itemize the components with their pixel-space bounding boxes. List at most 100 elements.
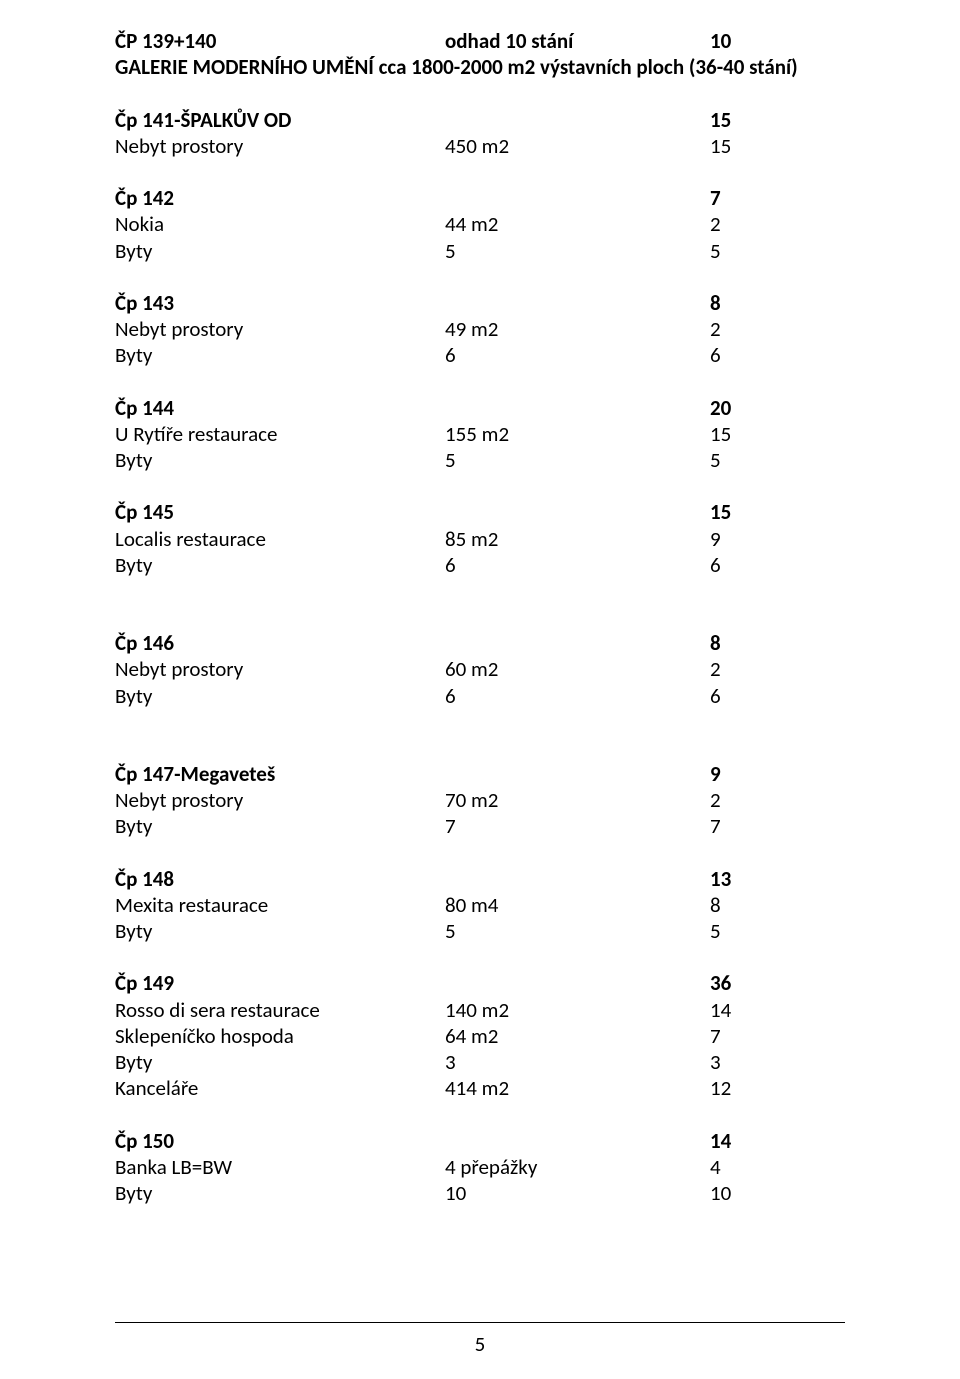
cp149-r4-mid: 414 m2 bbox=[445, 1075, 710, 1101]
cp144-title-row: Čp 144 20 bbox=[115, 395, 845, 421]
cp143-r2-label: Byty bbox=[115, 342, 445, 368]
cp148-r1-mid: 80 m4 bbox=[445, 892, 710, 918]
cp142-title: Čp 142 bbox=[115, 185, 445, 211]
block-cp142: Čp 142 7 Nokia 44 m2 2 Byty 5 5 bbox=[115, 185, 845, 264]
cp142-title-val: 7 bbox=[710, 185, 770, 211]
cp147-title-row: Čp 147-Megaveteš 9 bbox=[115, 761, 845, 787]
cp143-r1-mid: 49 m2 bbox=[445, 316, 710, 342]
cp145-r2-label: Byty bbox=[115, 552, 445, 578]
cp150-r1-val: 4 bbox=[710, 1154, 770, 1180]
cp142-r2-mid: 5 bbox=[445, 238, 710, 264]
cp147-r2-mid: 7 bbox=[445, 813, 710, 839]
cp143-r1: Nebyt prostory 49 m2 2 bbox=[115, 316, 845, 342]
cp144-title: Čp 144 bbox=[115, 395, 445, 421]
cp142-r1-label: Nokia bbox=[115, 211, 445, 237]
cp141-title: Čp 141-ŠPALKŮV OD bbox=[115, 107, 445, 133]
cp141-r1-mid: 450 m2 bbox=[445, 133, 710, 159]
cp146-r2: Byty 6 6 bbox=[115, 683, 845, 709]
cp149-r2-val: 7 bbox=[710, 1023, 770, 1049]
cp141-r1: Nebyt prostory 450 m2 15 bbox=[115, 133, 845, 159]
cp144-r1: U Rytíře restaurace 155 m2 15 bbox=[115, 421, 845, 447]
document-page: ČP 139+140 odhad 10 stání 10 GALERIE MOD… bbox=[0, 0, 960, 1379]
cp149-r1-val: 14 bbox=[710, 997, 770, 1023]
cp145-title: Čp 145 bbox=[115, 499, 445, 525]
block-cp150: Čp 150 14 Banka LB=BW 4 přepážky 4 Byty … bbox=[115, 1128, 845, 1207]
cp146-r2-label: Byty bbox=[115, 683, 445, 709]
cp149-title-row: Čp 149 36 bbox=[115, 970, 845, 996]
cp144-r2-val: 5 bbox=[710, 447, 770, 473]
cp146-r1-val: 2 bbox=[710, 656, 770, 682]
cp150-r2-label: Byty bbox=[115, 1180, 445, 1206]
cp144-r2-mid: 5 bbox=[445, 447, 710, 473]
gallery-line: GALERIE MODERNÍHO UMĚNÍ cca 1800-2000 m2… bbox=[115, 54, 798, 80]
cp142-r1-mid: 44 m2 bbox=[445, 211, 710, 237]
cp147-title: Čp 147-Megaveteš bbox=[115, 761, 445, 787]
cp146-title: Čp 146 bbox=[115, 630, 445, 656]
cp149-title-val: 36 bbox=[710, 970, 770, 996]
cp148-r1: Mexita restaurace 80 m4 8 bbox=[115, 892, 845, 918]
cp148-title: Čp 148 bbox=[115, 866, 445, 892]
cp143-r1-label: Nebyt prostory bbox=[115, 316, 445, 342]
block-cp144: Čp 144 20 U Rytíře restaurace 155 m2 15 … bbox=[115, 395, 845, 474]
cp149-r1: Rosso di sera restaurace 140 m2 14 bbox=[115, 997, 845, 1023]
cp148-r1-val: 8 bbox=[710, 892, 770, 918]
cp141-title-val: 15 bbox=[710, 107, 770, 133]
cp150-title-val: 14 bbox=[710, 1128, 770, 1154]
header-row-1: ČP 139+140 odhad 10 stání 10 bbox=[115, 28, 845, 54]
cp150-r1-label: Banka LB=BW bbox=[115, 1154, 445, 1180]
cp149-r3-mid: 3 bbox=[445, 1049, 710, 1075]
cp142-r2: Byty 5 5 bbox=[115, 238, 845, 264]
cp142-r2-label: Byty bbox=[115, 238, 445, 264]
cp150-r1-mid: 4 přepážky bbox=[445, 1154, 710, 1180]
header-estimate-value: 10 bbox=[710, 28, 770, 54]
cp146-r2-val: 6 bbox=[710, 683, 770, 709]
cp141-r1-label: Nebyt prostory bbox=[115, 133, 445, 159]
cp148-r2-mid: 5 bbox=[445, 918, 710, 944]
cp143-title-row: Čp 143 8 bbox=[115, 290, 845, 316]
cp144-r2-label: Byty bbox=[115, 447, 445, 473]
cp146-title-val: 8 bbox=[710, 630, 770, 656]
cp142-r2-val: 5 bbox=[710, 238, 770, 264]
cp149-r4-label: Kanceláře bbox=[115, 1075, 445, 1101]
cp147-r1: Nebyt prostory 70 m2 2 bbox=[115, 787, 845, 813]
cp146-r1-mid: 60 m2 bbox=[445, 656, 710, 682]
cp150-title-row: Čp 150 14 bbox=[115, 1128, 845, 1154]
cp150-r2-val: 10 bbox=[710, 1180, 770, 1206]
block-cp148: Čp 148 13 Mexita restaurace 80 m4 8 Byty… bbox=[115, 866, 845, 945]
cp149-title: Čp 149 bbox=[115, 970, 445, 996]
block-cp146: Čp 146 8 Nebyt prostory 60 m2 2 Byty 6 6 bbox=[115, 630, 845, 709]
cp145-r1: Localis restaurace 85 m2 9 bbox=[115, 526, 845, 552]
cp148-r1-label: Mexita restaurace bbox=[115, 892, 445, 918]
cp147-r2: Byty 7 7 bbox=[115, 813, 845, 839]
cp148-title-val: 13 bbox=[710, 866, 770, 892]
cp144-r1-mid: 155 m2 bbox=[445, 421, 710, 447]
cp147-title-val: 9 bbox=[710, 761, 770, 787]
cp148-r2-val: 5 bbox=[710, 918, 770, 944]
cp149-r3: Byty 3 3 bbox=[115, 1049, 845, 1075]
cp142-r1-val: 2 bbox=[710, 211, 770, 237]
cp144-r1-label: U Rytíře restaurace bbox=[115, 421, 445, 447]
cp145-r1-label: Localis restaurace bbox=[115, 526, 445, 552]
block-cp149: Čp 149 36 Rosso di sera restaurace 140 m… bbox=[115, 970, 845, 1101]
gallery-text: GALERIE MODERNÍHO UMĚNÍ cca 1800-2000 m2… bbox=[115, 54, 798, 80]
cp144-r1-val: 15 bbox=[710, 421, 770, 447]
cp142-r1: Nokia 44 m2 2 bbox=[115, 211, 845, 237]
cp150-r1: Banka LB=BW 4 přepážky 4 bbox=[115, 1154, 845, 1180]
cp149-r1-mid: 140 m2 bbox=[445, 997, 710, 1023]
cp143-r1-val: 2 bbox=[710, 316, 770, 342]
cp145-r1-val: 9 bbox=[710, 526, 770, 552]
cp148-title-row: Čp 148 13 bbox=[115, 866, 845, 892]
cp150-r2-mid: 10 bbox=[445, 1180, 710, 1206]
cp149-r4: Kanceláře 414 m2 12 bbox=[115, 1075, 845, 1101]
cp145-r1-mid: 85 m2 bbox=[445, 526, 710, 552]
cp144-r2: Byty 5 5 bbox=[115, 447, 845, 473]
cp146-r1: Nebyt prostory 60 m2 2 bbox=[115, 656, 845, 682]
cp149-r2-mid: 64 m2 bbox=[445, 1023, 710, 1049]
cp145-title-row: Čp 145 15 bbox=[115, 499, 845, 525]
cp145-r2: Byty 6 6 bbox=[115, 552, 845, 578]
cp145-title-val: 15 bbox=[710, 499, 770, 525]
cp148-r2: Byty 5 5 bbox=[115, 918, 845, 944]
cp147-r1-val: 2 bbox=[710, 787, 770, 813]
cp147-r1-label: Nebyt prostory bbox=[115, 787, 445, 813]
block-cp141: Čp 141-ŠPALKŮV OD 15 Nebyt prostory 450 … bbox=[115, 107, 845, 160]
